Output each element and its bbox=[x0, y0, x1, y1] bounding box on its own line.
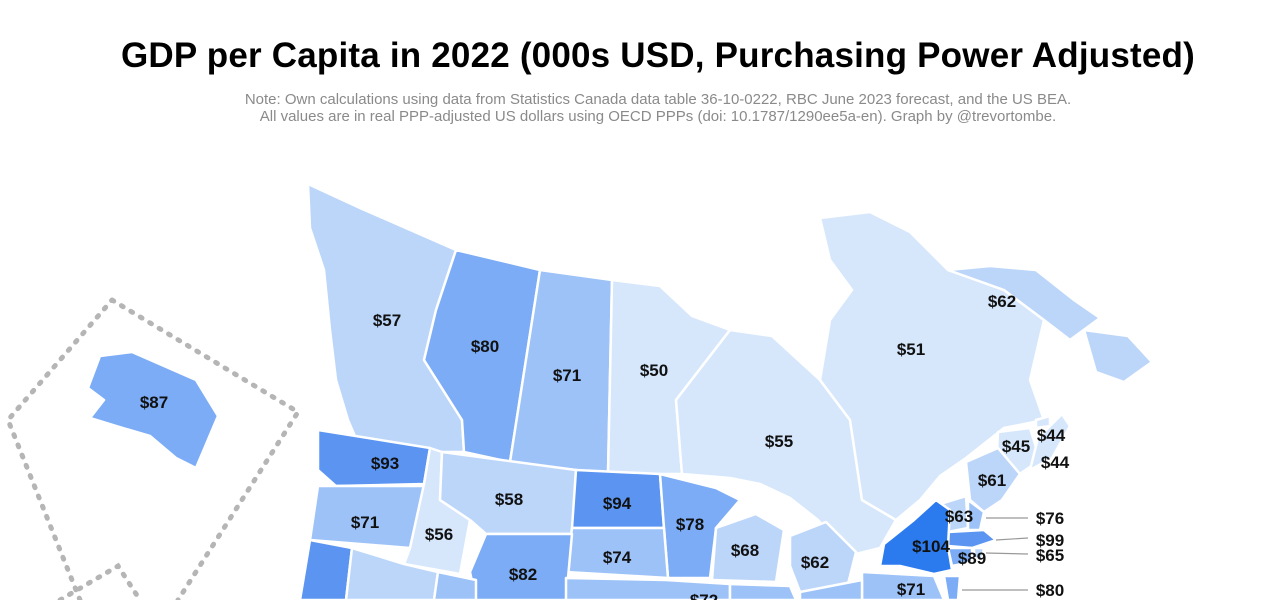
label-new-brunswick: $45 bbox=[1002, 437, 1030, 456]
label-prince-edward-island: $44 bbox=[1037, 426, 1066, 445]
label-north-dakota: $94 bbox=[603, 494, 632, 513]
label-wisconsin: $68 bbox=[731, 541, 759, 560]
label-rhode-island: $65 bbox=[1036, 546, 1064, 565]
leader-line-rhode-island bbox=[985, 552, 1029, 555]
region-california-edge bbox=[298, 538, 354, 600]
source-note-line-1: Note: Own calculations using data from S… bbox=[244, 91, 1072, 108]
label-minnesota: $78 bbox=[676, 515, 704, 534]
source-note-line-2: All values are in real PPP-adjusted US d… bbox=[259, 108, 1057, 125]
label-new-hampshire: $76 bbox=[1036, 509, 1064, 528]
label-washington: $93 bbox=[371, 454, 399, 473]
region-utah-edge bbox=[432, 570, 478, 600]
label-nebraska: $72 bbox=[690, 591, 718, 600]
label-connecticut: $89 bbox=[958, 549, 986, 568]
label-maine: $61 bbox=[978, 471, 1006, 490]
label-michigan: $62 bbox=[801, 553, 829, 572]
label-nova-scotia: $44 bbox=[1041, 453, 1070, 472]
region-alaska bbox=[86, 350, 220, 470]
hawaii-inset-frame bbox=[57, 562, 143, 600]
region-newfoundland-labrador bbox=[946, 264, 1154, 384]
region-wisconsin bbox=[710, 512, 786, 584]
map-title: GDP per Capita in 2022 (000s USD, Purcha… bbox=[121, 36, 1195, 75]
label-vermont: $63 bbox=[945, 507, 973, 526]
label-british-columbia: $57 bbox=[373, 311, 401, 330]
label-alaska: $87 bbox=[140, 393, 168, 412]
label-alberta: $80 bbox=[471, 337, 499, 356]
label-new-jersey: $80 bbox=[1036, 581, 1064, 600]
region-wyoming bbox=[468, 532, 574, 600]
label-montana: $58 bbox=[495, 490, 523, 509]
region-rhode-island bbox=[972, 546, 986, 562]
region-ohio-edge bbox=[798, 578, 864, 600]
label-pennsylvania: $71 bbox=[897, 580, 925, 599]
label-manitoba: $50 bbox=[640, 361, 668, 380]
region-nova-scotia bbox=[1028, 412, 1072, 472]
leader-line-massachusetts bbox=[995, 537, 1029, 541]
label-quebec: $51 bbox=[897, 340, 925, 359]
region-massachusetts bbox=[946, 528, 998, 550]
label-idaho: $56 bbox=[425, 525, 453, 544]
label-oregon: $71 bbox=[351, 513, 379, 532]
region-iowa-edge bbox=[728, 582, 798, 600]
alaska-inset-frame bbox=[5, 297, 302, 600]
region-connecticut bbox=[946, 546, 974, 568]
region-new-jersey bbox=[942, 574, 962, 600]
label-wyoming: $82 bbox=[509, 565, 537, 584]
label-saskatchewan: $71 bbox=[553, 366, 581, 385]
label-south-dakota: $74 bbox=[603, 548, 632, 567]
label-massachusetts: $99 bbox=[1036, 531, 1064, 550]
label-ontario: $55 bbox=[765, 432, 793, 451]
label-newfoundland-labrador: $62 bbox=[988, 292, 1016, 311]
label-new-york: $104 bbox=[912, 537, 950, 556]
